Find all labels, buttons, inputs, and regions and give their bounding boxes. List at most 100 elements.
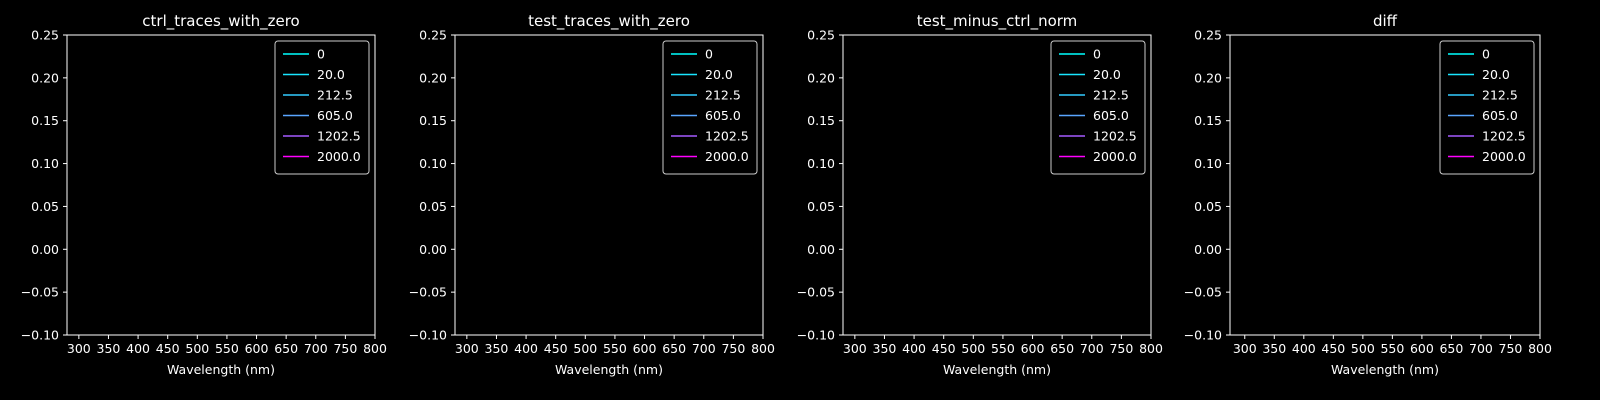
- legend-label-0: 0: [705, 47, 713, 62]
- y-tick-label: −0.05: [797, 285, 835, 300]
- x-tick-label: 800: [751, 341, 775, 356]
- legend-label-212-5: 212.5: [705, 88, 741, 103]
- x-tick-label: 300: [1233, 341, 1257, 356]
- x-tick-label: 550: [603, 341, 627, 356]
- y-tick-label: 0.20: [807, 70, 835, 85]
- x-axis-label: Wavelength (nm): [555, 362, 663, 377]
- legend-label-0: 0: [317, 47, 325, 62]
- subplot-test-traces-with-zero: 300 350 400 450 500 550 600 650 700 750 800 −0.10 −0…: [409, 12, 775, 377]
- legend-label-0: 0: [1482, 47, 1490, 62]
- x-tick-label: 350: [485, 341, 509, 356]
- y-tick-label: −0.10: [21, 328, 59, 343]
- x-tick-label: 650: [1050, 341, 1074, 356]
- y-tick-label: −0.05: [21, 285, 59, 300]
- x-tick-label: 600: [633, 341, 657, 356]
- legend-label-212-5: 212.5: [1093, 88, 1129, 103]
- x-tick-label: 400: [902, 341, 926, 356]
- x-tick-label: 550: [991, 341, 1015, 356]
- y-tick-label: 0.05: [807, 199, 835, 214]
- y-tick-label: 0.20: [1194, 70, 1222, 85]
- x-tick-label: 500: [961, 341, 985, 356]
- x-tick-label: 600: [245, 341, 269, 356]
- legend-label-2000-0: 2000.0: [705, 149, 749, 164]
- legend: 0 20.0 212.5 605.0 1202.5 2000.0: [662, 40, 758, 175]
- y-tick-label: 0.00: [1194, 242, 1222, 257]
- y-tick-label: −0.10: [409, 328, 447, 343]
- legend-label-212-5: 212.5: [317, 88, 353, 103]
- x-tick-label: 500: [1351, 341, 1375, 356]
- legend-label-605-0: 605.0: [317, 108, 353, 123]
- y-tick-label: −0.10: [797, 328, 835, 343]
- y-tick-label: 0.15: [31, 113, 59, 128]
- subplot-ctrl-traces-with-zero: 300 350 400 450 500 550 600 650 700 750 800 −0.10 −0…: [21, 12, 387, 377]
- x-tick-label: 700: [1469, 341, 1493, 356]
- y-tick-label: 0.20: [31, 70, 59, 85]
- y-tick-label: 0.10: [1194, 156, 1222, 171]
- y-tick-label: −0.05: [409, 285, 447, 300]
- y-tick-label: −0.10: [1184, 328, 1222, 343]
- x-tick-label: 450: [932, 341, 956, 356]
- x-axis-label: Wavelength (nm): [167, 362, 275, 377]
- legend-label-2000-0: 2000.0: [1482, 149, 1526, 164]
- y-tick-label: 0.10: [31, 156, 59, 171]
- legend-label-212-5: 212.5: [1482, 88, 1518, 103]
- y-tick-label: 0.05: [31, 199, 59, 214]
- x-tick-label: 300: [67, 341, 91, 356]
- chart-title: test_traces_with_zero: [528, 12, 690, 31]
- legend-label-20-0: 20.0: [705, 67, 733, 82]
- legend-label-1202-5: 1202.5: [705, 129, 749, 144]
- legend-label-20-0: 20.0: [1482, 67, 1510, 82]
- legend-label-1202-5: 1202.5: [317, 129, 361, 144]
- x-tick-label: 400: [126, 341, 150, 356]
- y-tick-label: 0.25: [1194, 28, 1222, 43]
- y-tick-label: 0.00: [31, 242, 59, 257]
- legend-label-605-0: 605.0: [1093, 108, 1129, 123]
- x-tick-label: 400: [514, 341, 538, 356]
- x-tick-label: 300: [843, 341, 867, 356]
- x-tick-label: 800: [363, 341, 387, 356]
- subplot-diff: 300 350 400 450 500 550 600 650 700 750 800 −0.10 −0…: [1184, 12, 1552, 377]
- legend-label-605-0: 605.0: [1482, 108, 1518, 123]
- y-tick-label: 0.15: [1194, 113, 1222, 128]
- x-tick-label: 500: [573, 341, 597, 356]
- x-tick-label: 700: [304, 341, 328, 356]
- legend-label-0: 0: [1093, 47, 1101, 62]
- x-tick-label: 700: [692, 341, 716, 356]
- x-tick-label: 550: [215, 341, 239, 356]
- x-tick-label: 750: [1109, 341, 1133, 356]
- legend-label-20-0: 20.0: [317, 67, 345, 82]
- y-tick-label: 0.15: [807, 113, 835, 128]
- legend-label-20-0: 20.0: [1093, 67, 1121, 82]
- chart-title: ctrl_traces_with_zero: [142, 12, 299, 31]
- x-tick-label: 400: [1292, 341, 1316, 356]
- x-tick-label: 750: [333, 341, 357, 356]
- legend-label-2000-0: 2000.0: [317, 149, 361, 164]
- x-axis-label: Wavelength (nm): [943, 362, 1051, 377]
- x-tick-label: 550: [1380, 341, 1404, 356]
- x-tick-label: 650: [274, 341, 298, 356]
- chart-title: test_minus_ctrl_norm: [917, 12, 1078, 31]
- x-axis-label: Wavelength (nm): [1331, 362, 1439, 377]
- legend: 0 20.0 212.5 605.0 1202.5 2000.0: [1439, 40, 1535, 175]
- legend-label-1202-5: 1202.5: [1482, 129, 1526, 144]
- x-tick-label: 800: [1139, 341, 1163, 356]
- x-tick-label: 700: [1080, 341, 1104, 356]
- y-tick-label: 0.00: [419, 242, 447, 257]
- y-tick-label: 0.25: [419, 28, 447, 43]
- x-tick-label: 350: [873, 341, 897, 356]
- x-tick-label: 450: [156, 341, 180, 356]
- x-tick-label: 600: [1410, 341, 1434, 356]
- y-tick-label: 0.25: [807, 28, 835, 43]
- y-tick-label: 0.00: [807, 242, 835, 257]
- y-tick-label: 0.15: [419, 113, 447, 128]
- y-tick-label: −0.05: [1184, 285, 1222, 300]
- x-tick-label: 650: [1439, 341, 1463, 356]
- subplot-test-minus-ctrl-norm: 300 350 400 450 500 550 600 650 700 750 800 −0.10 −0…: [797, 12, 1163, 377]
- x-tick-label: 750: [721, 341, 745, 356]
- x-tick-label: 750: [1499, 341, 1523, 356]
- x-tick-label: 800: [1528, 341, 1552, 356]
- x-tick-label: 350: [1262, 341, 1286, 356]
- y-tick-label: 0.10: [807, 156, 835, 171]
- y-tick-label: 0.10: [419, 156, 447, 171]
